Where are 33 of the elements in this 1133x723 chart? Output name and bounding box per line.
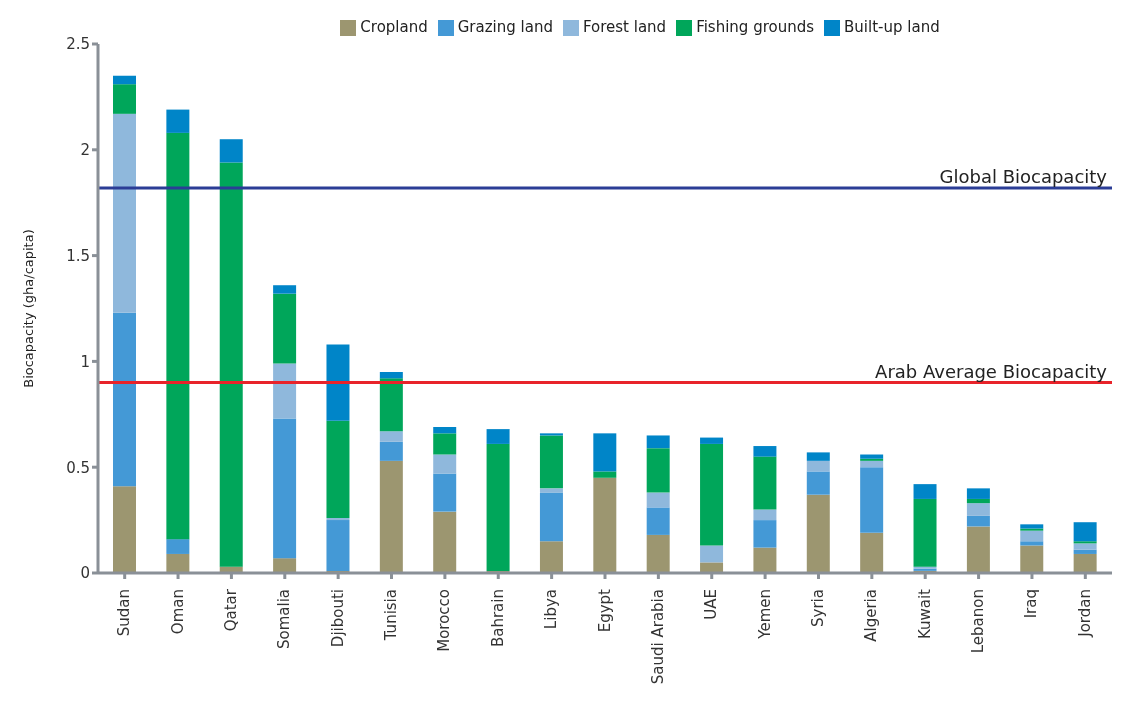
y-tick-label: 1 bbox=[80, 352, 90, 371]
x-tick-label: Libya bbox=[542, 589, 561, 630]
y-tick-label: 2 bbox=[80, 141, 90, 160]
x-tick-label: Kuwait bbox=[915, 588, 934, 640]
x-tick-label: Somalia bbox=[275, 589, 294, 650]
x-tick-label: Bahrain bbox=[488, 589, 507, 648]
x-tick-label: Lebanon bbox=[969, 589, 988, 654]
x-tick-label: Egypt bbox=[595, 588, 614, 633]
ref-line-label: Global Biocapacity bbox=[939, 165, 1108, 187]
x-tick-label: Iraq bbox=[1022, 589, 1041, 619]
x-tick-label: Tunisia bbox=[382, 589, 401, 642]
legend-label: Forest land bbox=[582, 18, 667, 36]
legend-label: Cropland bbox=[360, 18, 428, 36]
x-tick-label: Qatar bbox=[221, 588, 240, 632]
x-tick-label: Jordan bbox=[1075, 589, 1094, 638]
x-tick-label: Algeria bbox=[862, 589, 881, 642]
x-tick-label: Djibouti bbox=[328, 589, 347, 648]
y-tick-label: 2.5 bbox=[66, 35, 90, 54]
legend-label: Grazing land bbox=[457, 18, 553, 36]
x-tick-label: Morocco bbox=[435, 589, 454, 652]
y-tick-label: 0 bbox=[80, 564, 90, 583]
x-tick-label: UAE bbox=[702, 589, 721, 620]
x-tick-label: Oman bbox=[168, 589, 187, 635]
x-tick-label: Syria bbox=[808, 589, 827, 627]
ref-line-label: Arab Average Biocapacity bbox=[875, 360, 1108, 382]
y-axis-title: Biocapacity (gha/capita) bbox=[20, 229, 36, 388]
legend-label: Fishing grounds bbox=[696, 18, 815, 36]
y-tick-label: 1.5 bbox=[66, 246, 90, 265]
legend-label: Built-up land bbox=[844, 18, 940, 36]
x-tick-label: Sudan bbox=[115, 589, 134, 637]
x-tick-label: Saudi Arabia bbox=[648, 589, 667, 685]
x-tick-label: Yemen bbox=[755, 589, 774, 640]
y-tick-label: 0.5 bbox=[66, 458, 90, 477]
